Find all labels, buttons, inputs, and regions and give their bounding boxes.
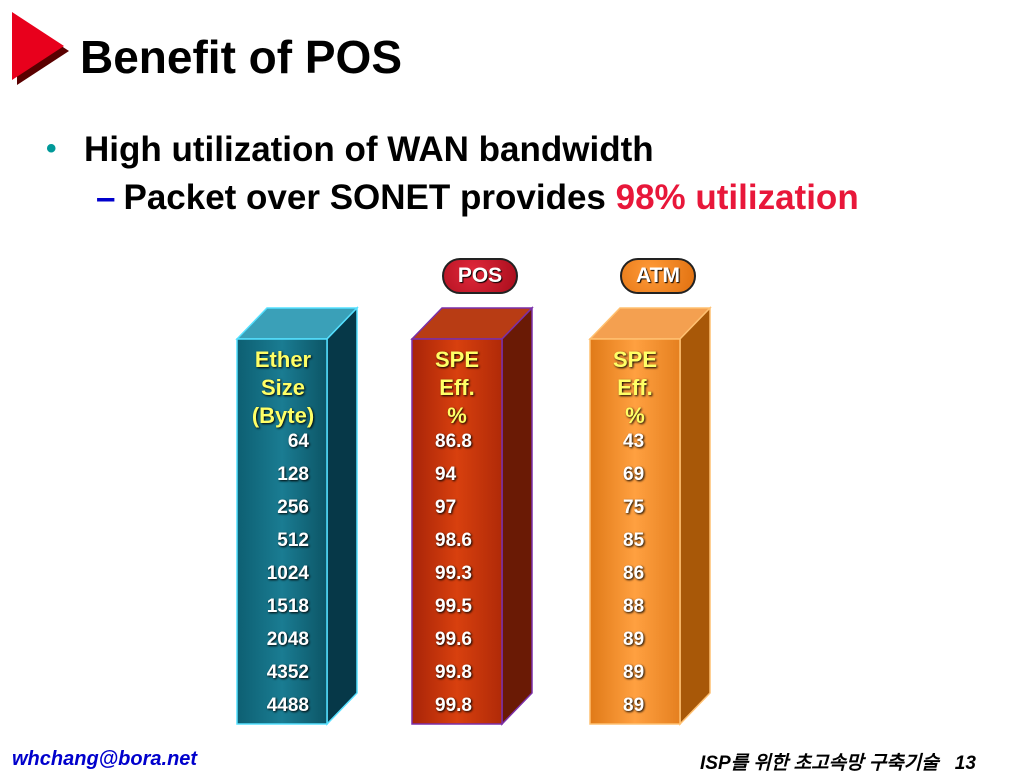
bullet-dot-icon: • bbox=[46, 132, 57, 165]
dash-icon: – bbox=[96, 178, 116, 217]
header-line: Eff. bbox=[617, 375, 653, 400]
atm-value-cell: 43 bbox=[623, 431, 645, 452]
ether-value-cell: 512 bbox=[277, 530, 309, 551]
page-number: 13 bbox=[954, 753, 976, 774]
footer-email: whchang@bora.net bbox=[12, 748, 198, 770]
ether-value-cell: 2048 bbox=[266, 629, 309, 650]
pos-header: SPE Eff. % bbox=[410, 346, 504, 430]
slide-title: Benefit of POS bbox=[80, 31, 403, 83]
pos-value-cell: 99.3 bbox=[435, 563, 472, 584]
pos-column bbox=[410, 306, 534, 726]
title-triangle-icon bbox=[12, 12, 69, 85]
header-line: Eff. bbox=[439, 375, 475, 400]
pos-value-cell: 86.8 bbox=[435, 431, 472, 452]
atm-value-cell: 86 bbox=[623, 563, 645, 584]
pos-value-cell: 97 bbox=[435, 497, 457, 518]
ether-column bbox=[235, 306, 359, 726]
ether-value-cell: 128 bbox=[277, 464, 309, 485]
pos-value-cell: 99.8 bbox=[435, 695, 472, 716]
ether-value-cell: 64 bbox=[287, 431, 309, 452]
footer-subtitle-text: ISP를 위한 초고속망 구축기술 bbox=[700, 753, 939, 774]
atm-header: SPE Eff. % bbox=[588, 346, 682, 430]
pos-value-cell: 99.6 bbox=[435, 629, 472, 650]
ether-value-cell: 1024 bbox=[266, 563, 309, 584]
pos-badge: POS bbox=[442, 258, 518, 294]
header-line: (Byte) bbox=[251, 403, 315, 428]
ether-value-cell: 4488 bbox=[266, 695, 309, 716]
sub-bullet-text: Packet over SONET provides bbox=[123, 178, 616, 217]
bullet-text: High utilization of WAN bandwidth bbox=[84, 130, 654, 169]
ether-value-cell: 4352 bbox=[266, 662, 309, 683]
ether-header: Ether Size (Byte) bbox=[236, 346, 330, 430]
atm-value-cell: 88 bbox=[623, 596, 645, 617]
pos-value-cell: 98.6 bbox=[435, 530, 472, 551]
pos-value-cell: 99.5 bbox=[435, 596, 472, 617]
atm-value-cell: 89 bbox=[623, 629, 645, 650]
atm-value-cell: 75 bbox=[623, 497, 645, 518]
pos-value-cell: 94 bbox=[435, 464, 457, 485]
header-line: SPE bbox=[434, 347, 480, 372]
header-line: Size bbox=[260, 375, 306, 400]
atm-value-cell: 85 bbox=[623, 530, 645, 551]
sub-bullet-item: – Packet over SONET provides 98% utilizat… bbox=[96, 180, 859, 215]
atm-value-cell: 89 bbox=[623, 695, 645, 716]
header-line: Ether bbox=[254, 347, 312, 372]
pos-value-cell: 99.8 bbox=[435, 662, 472, 683]
header-line: % bbox=[625, 403, 645, 428]
header-line: SPE bbox=[612, 347, 658, 372]
atm-value-cell: 69 bbox=[623, 464, 645, 485]
sub-bullet-highlight: 98% utilization bbox=[615, 178, 859, 217]
atm-value-cell: 89 bbox=[623, 662, 645, 683]
atm-column bbox=[588, 306, 712, 726]
ether-value-cell: 256 bbox=[277, 497, 309, 518]
footer-subtitle: ISP를 위한 초고속망 구축기술 13 bbox=[700, 748, 976, 775]
header-line: % bbox=[447, 403, 467, 428]
atm-badge: ATM bbox=[620, 258, 696, 294]
ether-value-cell: 1518 bbox=[266, 596, 309, 617]
